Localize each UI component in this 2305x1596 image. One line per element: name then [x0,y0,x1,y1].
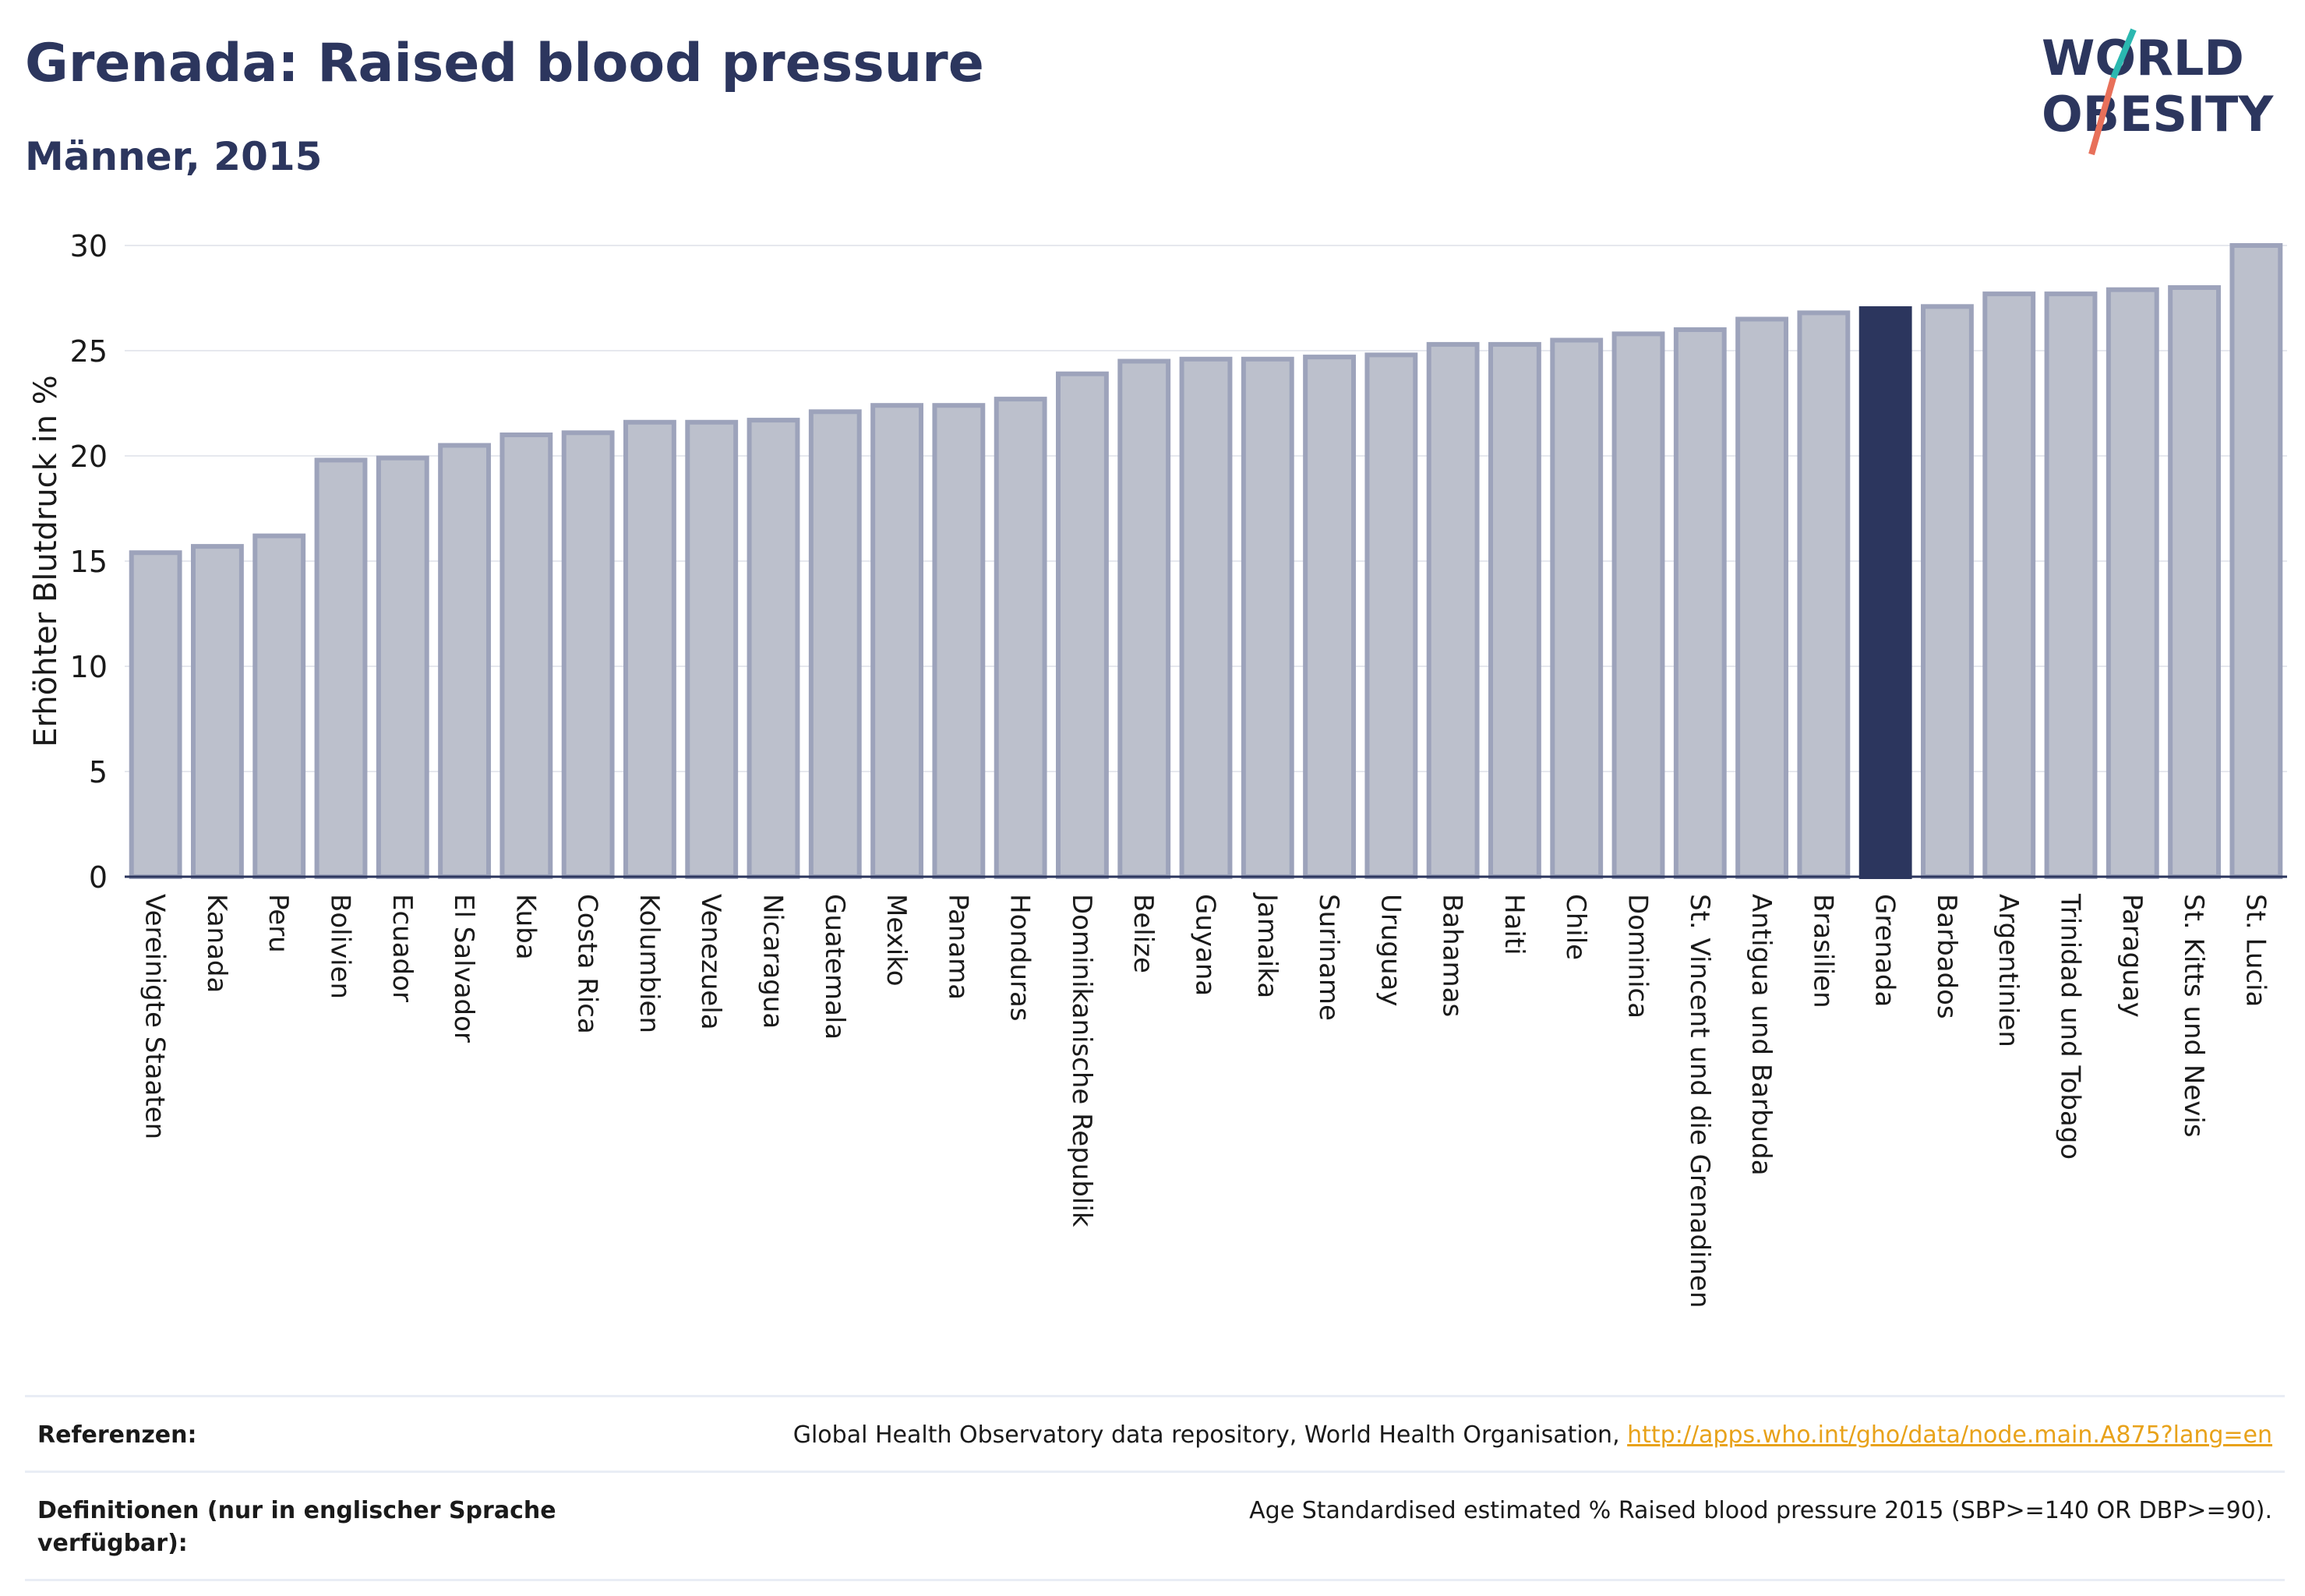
x-tick-label: St. Lucia [2240,894,2271,1007]
y-tick-label: 0 [89,860,108,895]
x-tick-label: Grenada [1869,894,1901,1007]
bar-haiti [1488,341,1541,879]
bar-dominica [1611,331,1665,879]
bar-peru [252,533,306,879]
bar-kuba [499,433,553,879]
x-tick-label: Costa Rica [572,894,603,1034]
x-tick-label: Trinidad und Tobago [2055,893,2086,1160]
chart-subtitle: Männer, 2015 [25,134,323,179]
bar-costa-rica [561,430,615,879]
x-tick-label: Peru [263,894,294,953]
bar-jamaika [1241,356,1294,879]
x-tick-label: Mexiko [881,894,912,987]
y-axis-label: Erhöhter Blutdruck in % [28,375,64,747]
y-tick-label: 20 [70,440,108,474]
definitions-row: Definitionen (nur in englischer Sprache … [25,1471,2285,1581]
x-tick-label: Haiti [1498,894,1530,955]
bars [129,243,2283,880]
bar-chart: 0 5 10 15 20 25 30 Vereinigte Staaten Kanada Per… [28,229,2287,1308]
x-tick-label: Guatemala [819,894,850,1040]
bar-vereinigte-staaten [129,550,182,879]
x-tick-label: Belize [1128,894,1159,973]
bar-el-salvador [438,443,491,879]
x-tick-label: Argentinien [1993,894,2024,1047]
references-table: Referenzen: Global Health Observatory da… [25,1395,2285,1581]
x-tick-label: Honduras [1004,894,1036,1022]
bar-suriname [1303,355,1356,880]
y-tick-label: 15 [70,545,108,579]
x-tick-label: Barbados [1931,894,1962,1019]
x-tick-label: Dominikanische Republik [1066,894,1097,1227]
logo-slash-bottom [2088,76,2116,156]
x-tick-label: Kanada [201,894,232,993]
x-tick-label: Kuba [510,894,541,960]
chart-title: Grenada: Raised blood pressure [25,33,984,94]
x-tick-label: Venezuela [695,894,726,1030]
logo-line2: OBESITY [2042,86,2274,143]
x-tick-label: Guyana [1190,894,1221,996]
bar-bolivien [314,457,368,879]
x-tick-label: Paraguay [2116,894,2148,1018]
definitions-label: Definitionen (nur in englischer Sprache … [37,1497,556,1557]
x-tick-label: Ecuador [387,894,418,1002]
x-tick-label: Jamaika [1251,892,1283,998]
bar-nicaragua [747,418,800,879]
bar-mexiko [870,403,923,879]
x-tick-label: Uruguay [1375,894,1406,1007]
logo-line1: WORLD [2042,30,2244,87]
references-value: Global Health Observatory data repositor… [793,1419,2272,1452]
bar-guyana [1179,356,1233,879]
bar-st-kitts-und-nevis [2168,285,2221,879]
x-tick-label: Chile [1560,894,1591,960]
y-tick-label: 5 [89,755,108,789]
bar-antigua-und-barbuda [1735,316,1788,879]
logo-slash-top [2110,28,2137,79]
x-tick-label: Suriname [1313,894,1344,1021]
bar-st-lucia [2229,243,2283,879]
bar-uruguay [1364,352,1418,879]
bar-panama [932,403,986,879]
x-axis-ticks: Vereinigte Staaten Kanada Peru Bolivien Ecua… [139,892,2271,1308]
x-tick-label: Nicaragua [757,894,789,1029]
references-link[interactable]: http://apps.who.int/gho/data/node.main.A… [1627,1421,2272,1449]
x-tick-label: Vereinigte Staaten [139,894,171,1139]
bar-st-vincent-und-die-grenadinen [1673,327,1727,879]
bar-kolumbien [623,419,676,879]
bar-venezuela [685,419,739,879]
x-tick-label: Bolivien [325,894,356,999]
x-tick-label: El Salvador [448,894,479,1043]
x-tick-label: St. Vincent und die Grenadinen [1684,894,1715,1308]
bar-kanada [191,544,244,879]
x-tick-label: Antigua und Barbuda [1746,894,1777,1176]
bar-bahamas [1426,341,1480,879]
x-tick-label: St. Kitts und Nevis [2178,894,2209,1138]
x-tick-label: Dominica [1622,894,1654,1019]
y-tick-label: 10 [70,650,108,684]
references-text: Global Health Observatory data repositor… [792,1421,1628,1449]
bar-argentinien [1982,291,2036,880]
y-axis-ticks: 0 5 10 15 20 25 30 [70,229,108,895]
bar-grenada [1858,306,1912,879]
x-tick-label: Brasilien [1807,894,1838,1008]
bar-dominikanische-republik [1056,371,1109,879]
references-label: Referenzen: [37,1421,197,1449]
bar-chile [1550,337,1604,879]
bar-belize [1117,358,1171,879]
bar-trinidad-und-tobago [2044,291,2098,880]
y-tick-label: 30 [70,229,108,263]
bar-honduras [994,397,1047,879]
bar-brasilien [1797,310,1851,879]
bar-guatemala [808,409,862,879]
bar-ecuador [376,455,429,879]
x-tick-label: Kolumbien [634,894,665,1033]
references-row: Referenzen: Global Health Observatory da… [25,1395,2285,1471]
world-obesity-logo: WORLD OBESITY [2042,28,2274,156]
bar-barbados [1921,304,1974,879]
definitions-value: Age Standardised estimated % Raised bloo… [1249,1497,2272,1524]
y-tick-label: 25 [70,334,108,369]
x-tick-label: Panama [942,894,973,1000]
bar-paraguay [2106,287,2159,879]
x-tick-label: Bahamas [1437,894,1468,1017]
